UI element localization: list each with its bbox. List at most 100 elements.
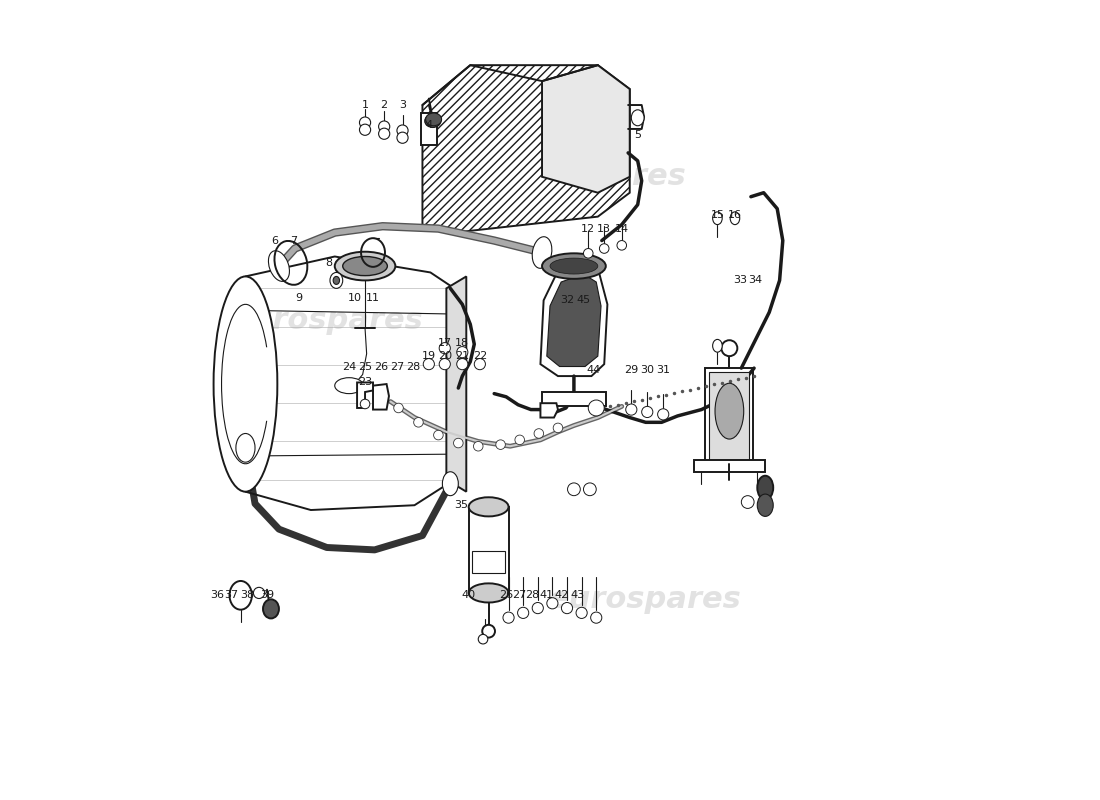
- Ellipse shape: [439, 342, 450, 354]
- Text: 26: 26: [499, 590, 514, 600]
- Text: 38: 38: [240, 590, 254, 600]
- Text: 5: 5: [635, 130, 641, 140]
- Text: 27: 27: [389, 362, 404, 371]
- Text: 22: 22: [473, 351, 487, 361]
- Ellipse shape: [757, 476, 773, 500]
- Text: 17: 17: [438, 338, 452, 347]
- Ellipse shape: [378, 128, 389, 139]
- Ellipse shape: [378, 121, 389, 132]
- Ellipse shape: [757, 494, 773, 516]
- Ellipse shape: [213, 277, 277, 492]
- Text: 14: 14: [615, 223, 629, 234]
- Ellipse shape: [641, 406, 652, 418]
- Text: 1: 1: [362, 100, 369, 110]
- Polygon shape: [547, 274, 601, 366]
- Ellipse shape: [550, 258, 597, 274]
- Ellipse shape: [600, 244, 609, 254]
- Ellipse shape: [230, 581, 252, 610]
- Ellipse shape: [576, 607, 587, 618]
- Text: 4: 4: [426, 120, 432, 130]
- Ellipse shape: [617, 241, 627, 250]
- Text: eurospares: eurospares: [230, 306, 424, 334]
- Text: 12: 12: [581, 223, 595, 234]
- Ellipse shape: [426, 113, 441, 126]
- Ellipse shape: [456, 346, 468, 358]
- Text: 13: 13: [597, 223, 612, 234]
- Ellipse shape: [360, 124, 371, 135]
- Bar: [710, 372, 749, 460]
- Ellipse shape: [330, 273, 343, 288]
- Text: 29: 29: [624, 365, 638, 374]
- Ellipse shape: [515, 435, 525, 445]
- Text: 21: 21: [455, 351, 470, 361]
- Text: 27: 27: [513, 590, 527, 600]
- Text: 10: 10: [348, 293, 362, 303]
- Text: 43: 43: [570, 590, 584, 600]
- Text: 24: 24: [342, 362, 356, 371]
- Ellipse shape: [588, 400, 604, 416]
- Text: 45: 45: [576, 295, 591, 306]
- Text: 35: 35: [453, 500, 468, 510]
- Text: 34: 34: [749, 275, 762, 286]
- Ellipse shape: [334, 252, 395, 281]
- Text: 41: 41: [540, 590, 554, 600]
- Text: 3: 3: [399, 100, 406, 110]
- Ellipse shape: [253, 587, 265, 598]
- Text: 8: 8: [324, 258, 332, 268]
- Text: 42: 42: [554, 590, 569, 600]
- Text: 30: 30: [640, 365, 654, 374]
- Ellipse shape: [425, 114, 441, 127]
- Text: 11: 11: [366, 293, 379, 303]
- Text: 31: 31: [657, 365, 670, 374]
- Text: 19: 19: [421, 351, 436, 361]
- Ellipse shape: [453, 438, 463, 448]
- Ellipse shape: [518, 607, 529, 618]
- Text: 6: 6: [272, 235, 278, 246]
- Ellipse shape: [722, 340, 737, 356]
- Text: 26: 26: [374, 362, 388, 371]
- Ellipse shape: [439, 358, 450, 370]
- Ellipse shape: [496, 440, 505, 450]
- Text: 15: 15: [711, 210, 725, 220]
- Ellipse shape: [469, 583, 508, 602]
- Ellipse shape: [333, 277, 340, 285]
- Ellipse shape: [268, 250, 289, 282]
- Text: 23: 23: [358, 378, 372, 387]
- Ellipse shape: [713, 339, 723, 352]
- Text: 36: 36: [210, 590, 223, 600]
- Ellipse shape: [334, 378, 363, 394]
- Ellipse shape: [561, 602, 573, 614]
- Ellipse shape: [442, 472, 459, 496]
- Ellipse shape: [433, 430, 443, 440]
- Ellipse shape: [547, 598, 558, 609]
- Text: 28: 28: [526, 590, 540, 600]
- Bar: [705, 368, 754, 464]
- Text: 44: 44: [586, 365, 601, 374]
- Polygon shape: [540, 403, 558, 418]
- Ellipse shape: [532, 237, 552, 268]
- Ellipse shape: [583, 483, 596, 496]
- Text: 32: 32: [561, 295, 574, 306]
- Ellipse shape: [414, 418, 424, 427]
- Ellipse shape: [343, 257, 387, 276]
- Text: 7: 7: [289, 235, 297, 246]
- Ellipse shape: [583, 249, 593, 258]
- Text: 25: 25: [358, 362, 372, 371]
- Ellipse shape: [535, 429, 543, 438]
- Ellipse shape: [715, 383, 744, 439]
- Text: 28: 28: [406, 362, 420, 371]
- Ellipse shape: [532, 602, 543, 614]
- Ellipse shape: [397, 132, 408, 143]
- Text: 18: 18: [455, 338, 470, 347]
- Text: 9: 9: [295, 293, 302, 303]
- Ellipse shape: [397, 125, 408, 136]
- Ellipse shape: [478, 634, 487, 644]
- Ellipse shape: [360, 117, 371, 128]
- Text: eurospares: eurospares: [494, 162, 686, 191]
- Ellipse shape: [730, 212, 739, 225]
- Ellipse shape: [542, 254, 606, 279]
- Ellipse shape: [658, 409, 669, 420]
- Ellipse shape: [424, 358, 434, 370]
- Text: 2: 2: [381, 100, 387, 110]
- Polygon shape: [540, 265, 607, 376]
